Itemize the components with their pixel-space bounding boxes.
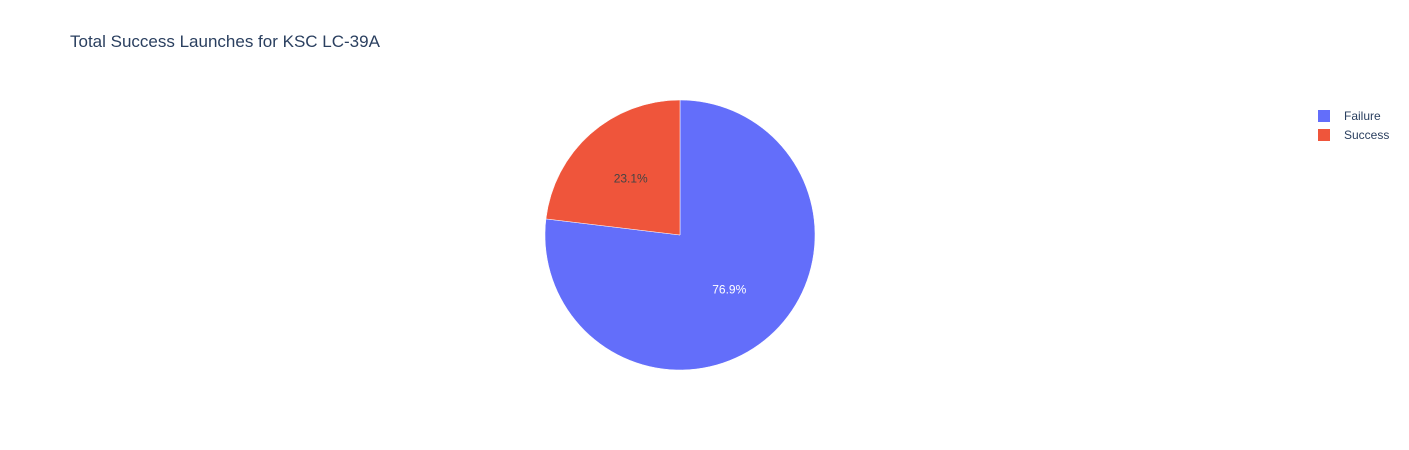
pie-slice-labels: 76.9% 23.1% bbox=[614, 172, 747, 297]
legend-label-failure: Failure bbox=[1344, 108, 1381, 123]
pie-label-failure: 76.9% bbox=[712, 283, 746, 297]
pie-label-success: 23.1% bbox=[614, 172, 648, 186]
legend-swatch-failure bbox=[1318, 109, 1330, 122]
legend: Failure Success bbox=[1318, 106, 1389, 144]
pie-slices bbox=[544, 99, 816, 371]
legend-swatch-success bbox=[1318, 128, 1330, 141]
legend-item-failure[interactable]: Failure bbox=[1318, 106, 1389, 125]
legend-label-success: Success bbox=[1344, 127, 1390, 142]
pie-slice-success[interactable] bbox=[545, 99, 681, 236]
legend-item-success[interactable]: Success bbox=[1318, 125, 1389, 144]
chart-title: Total Success Launches for KSC LC-39A bbox=[70, 32, 380, 51]
